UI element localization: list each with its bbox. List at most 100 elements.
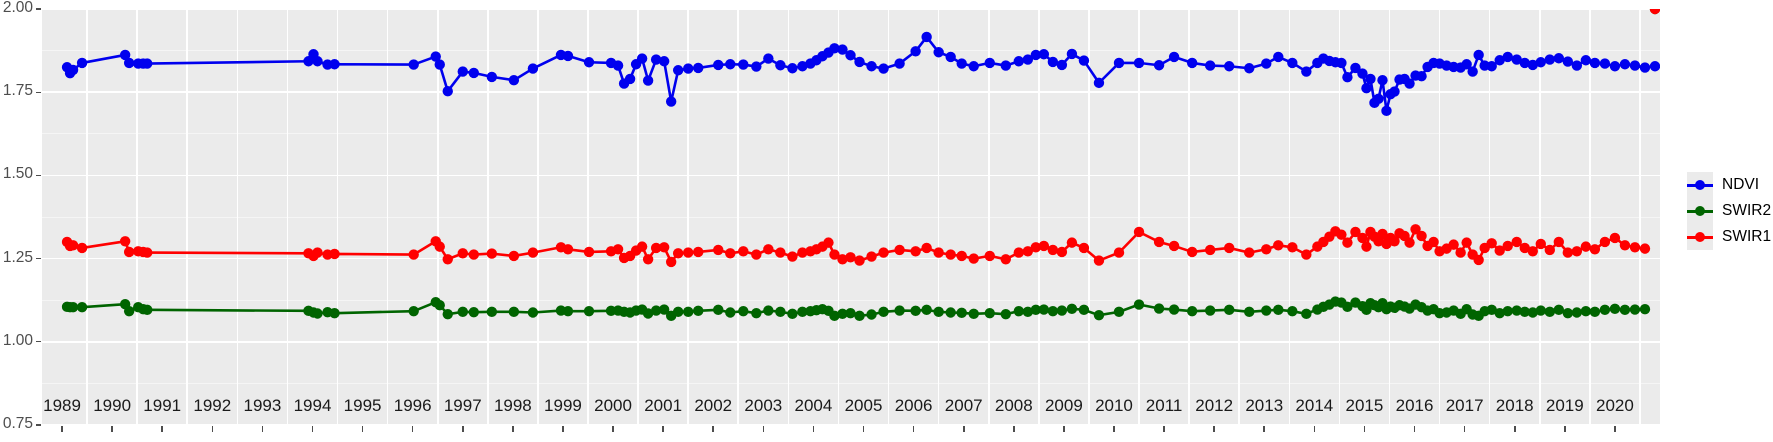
data-point <box>854 56 865 68</box>
data-point <box>1486 304 1497 316</box>
gridline-major-vertical <box>1238 9 1240 425</box>
data-point <box>1022 246 1034 257</box>
gridline-major-vertical <box>1488 9 1491 425</box>
data-point <box>1580 241 1592 252</box>
x-tick-mark <box>962 426 965 432</box>
data-point <box>468 306 479 318</box>
data-point <box>1629 60 1641 71</box>
x-tick-mark <box>1213 426 1215 432</box>
data-point <box>1511 305 1522 316</box>
data-point <box>1511 54 1522 65</box>
x-axis-year-label: 2006 <box>894 396 933 415</box>
data-point <box>1186 57 1198 69</box>
data-point <box>583 57 595 68</box>
legend-item-swir2[interactable]: SWIR2 <box>1687 198 1771 224</box>
legend-label: SWIR2 <box>1722 202 1772 219</box>
data-point <box>1494 245 1505 256</box>
data-point <box>312 308 323 319</box>
data-point <box>1273 304 1284 316</box>
x-axis-year-label: 2015 <box>1345 396 1384 415</box>
data-point <box>968 308 979 320</box>
data-point <box>693 62 704 74</box>
gridline-major-vertical <box>987 9 990 425</box>
data-point <box>1301 66 1312 77</box>
legend-key-swatch <box>1687 224 1713 250</box>
data-point <box>693 305 704 317</box>
data-point <box>76 242 88 254</box>
data-point <box>775 247 786 258</box>
data-point <box>1078 242 1090 254</box>
gridline-major-vertical <box>286 9 289 425</box>
data-point <box>527 307 539 318</box>
data-point <box>1410 224 1421 235</box>
data-point <box>123 305 135 317</box>
data-point <box>430 51 441 62</box>
data-point <box>508 75 520 86</box>
x-axis-year-label: 2001 <box>644 396 683 415</box>
data-point <box>1473 254 1484 266</box>
data-point <box>1619 304 1631 316</box>
data-point <box>1078 304 1090 316</box>
data-point <box>1244 306 1255 318</box>
data-point <box>1553 304 1565 316</box>
data-point <box>1589 306 1601 318</box>
legend-item-swir1[interactable]: SWIR1 <box>1687 224 1771 250</box>
data-point <box>1553 53 1565 64</box>
data-point <box>1571 307 1583 318</box>
data-point <box>921 242 932 254</box>
legend-item-ndvi[interactable]: NDVI <box>1687 172 1771 198</box>
x-tick-mark <box>161 426 164 432</box>
data-point <box>1224 61 1235 72</box>
data-point <box>1639 243 1651 254</box>
plot-panel: 1989 1990 1991 1992 1993 1994 1995 1996 1997 1998… <box>42 9 1660 425</box>
data-point <box>1357 68 1368 79</box>
x-tick-mark <box>562 426 564 432</box>
data-point <box>956 307 967 319</box>
data-point <box>1535 305 1546 316</box>
gridline-minor-horizontal <box>42 382 1660 384</box>
gridline-major-vertical <box>1388 9 1391 425</box>
x-tick-mark <box>812 426 815 432</box>
gridline-major-vertical <box>236 9 239 425</box>
data-point <box>1038 304 1050 315</box>
gridline-major-vertical <box>1639 9 1641 425</box>
x-tick-mark <box>411 426 414 432</box>
data-point <box>1544 244 1556 256</box>
data-point <box>1168 51 1180 63</box>
data-point <box>1186 305 1198 317</box>
data-point <box>1404 78 1415 89</box>
data-point <box>797 306 808 318</box>
data-point <box>1030 242 1042 253</box>
data-point <box>1113 57 1125 69</box>
gridline-major-horizontal <box>42 91 1660 93</box>
x-tick-mark <box>261 426 264 432</box>
data-point <box>797 247 808 258</box>
data-point <box>1502 240 1513 252</box>
gridline-major-vertical <box>787 9 790 425</box>
data-point <box>527 63 539 74</box>
data-point <box>984 57 995 69</box>
data-point <box>1448 239 1459 250</box>
data-point <box>1186 246 1198 258</box>
data-point <box>486 306 498 318</box>
data-point <box>837 254 848 265</box>
x-axis-year-label: 1993 <box>243 396 282 415</box>
data-point <box>1502 305 1513 317</box>
data-point <box>1527 307 1538 318</box>
data-point <box>434 299 445 311</box>
data-point <box>921 304 932 316</box>
y-tick-label: 1.25 <box>2 248 33 266</box>
x-axis-year-label: 2013 <box>1245 396 1284 415</box>
x-axis-year-label: 1999 <box>544 396 582 415</box>
data-point <box>408 305 419 317</box>
data-point <box>1093 309 1105 321</box>
data-point <box>866 309 877 320</box>
x-axis-year-label: 1995 <box>343 396 382 415</box>
y-tick-label: 1.00 <box>2 331 33 349</box>
data-point <box>854 255 865 266</box>
data-point <box>142 58 153 69</box>
data-point <box>683 306 694 318</box>
data-point <box>486 71 498 83</box>
data-point <box>845 50 856 61</box>
x-axis-year-label: 2007 <box>944 396 983 415</box>
